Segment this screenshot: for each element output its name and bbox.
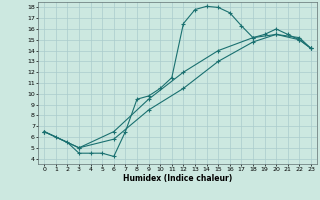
X-axis label: Humidex (Indice chaleur): Humidex (Indice chaleur): [123, 174, 232, 183]
